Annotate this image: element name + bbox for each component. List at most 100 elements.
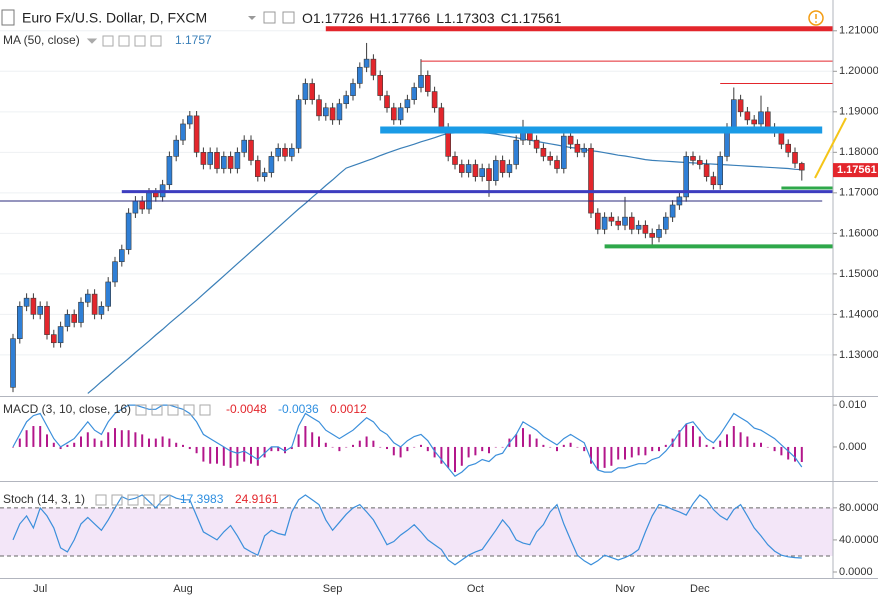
histogram-bar bbox=[161, 436, 164, 447]
close-icon[interactable] bbox=[167, 404, 179, 416]
histogram-bar bbox=[379, 446, 382, 448]
histogram-bar bbox=[236, 446, 239, 466]
y-tick-label: 1.16000 bbox=[839, 227, 878, 239]
histogram-bar bbox=[59, 446, 62, 450]
candle-body bbox=[703, 164, 710, 177]
x-tick-label: Oct bbox=[467, 583, 484, 595]
settings-icon[interactable] bbox=[282, 11, 295, 24]
histogram-bar bbox=[583, 446, 586, 452]
histogram-bar bbox=[651, 446, 654, 452]
add-icon[interactable] bbox=[143, 494, 155, 506]
candle-body bbox=[384, 95, 390, 109]
histogram-bar bbox=[719, 440, 722, 447]
histogram-bar bbox=[86, 432, 89, 447]
more-icon[interactable] bbox=[159, 494, 171, 506]
ohlc-legend: O1.17726 H1.17766 L1.17303 C1.17561 bbox=[302, 10, 562, 26]
histogram-bar bbox=[433, 446, 436, 458]
histogram-bar bbox=[154, 438, 157, 447]
histogram-bar bbox=[515, 434, 518, 447]
ma-legend-icons bbox=[86, 35, 162, 47]
price-tag bbox=[833, 163, 878, 178]
macd-legend-value: -0.0048 bbox=[226, 402, 267, 416]
settings-icon[interactable] bbox=[151, 404, 163, 416]
candle-body bbox=[302, 83, 309, 100]
more-icon[interactable] bbox=[150, 35, 162, 47]
eye-icon[interactable] bbox=[102, 35, 114, 47]
candle-body bbox=[227, 156, 234, 169]
settings-icon[interactable] bbox=[118, 35, 130, 47]
histogram-bar bbox=[488, 446, 490, 454]
histogram-bar bbox=[773, 446, 776, 452]
candle-body bbox=[377, 75, 384, 96]
histogram-bar bbox=[685, 423, 688, 447]
candle-body bbox=[255, 160, 261, 177]
candle-body bbox=[23, 297, 30, 307]
macd-legend-value: 0.0012 bbox=[330, 402, 367, 416]
histogram-bar bbox=[549, 446, 552, 448]
candle-body bbox=[418, 75, 424, 88]
histogram-bar bbox=[746, 436, 749, 447]
candle-body bbox=[173, 139, 179, 157]
y-tick-label: 1.13000 bbox=[839, 349, 878, 361]
histogram-bar bbox=[202, 446, 205, 462]
histogram-bar bbox=[726, 434, 728, 447]
candle-body bbox=[78, 301, 84, 323]
dropdown-icon[interactable] bbox=[248, 16, 256, 20]
histogram-bar bbox=[195, 446, 198, 454]
candle-body bbox=[30, 297, 37, 315]
price-tag-label: 1.17561 bbox=[837, 164, 877, 176]
histogram-bar bbox=[141, 434, 144, 447]
candle-body bbox=[139, 200, 145, 210]
candle-body bbox=[615, 220, 622, 226]
candle-body bbox=[431, 91, 438, 109]
y-tick-label: 1.18000 bbox=[839, 146, 878, 158]
ohlc-key: O bbox=[302, 10, 313, 26]
candle-body bbox=[214, 152, 220, 169]
histogram-bar bbox=[562, 444, 565, 447]
dropdown-icon[interactable] bbox=[86, 38, 98, 44]
candle-body bbox=[112, 261, 118, 283]
candle-body bbox=[656, 229, 662, 238]
alert-icon[interactable] bbox=[808, 10, 824, 26]
add-icon[interactable] bbox=[183, 404, 195, 416]
histogram-bar bbox=[705, 444, 708, 447]
candle-body bbox=[690, 156, 696, 161]
alert-icon-dot bbox=[815, 21, 817, 23]
close-icon[interactable] bbox=[127, 494, 139, 506]
candle-body bbox=[486, 168, 492, 181]
y-tick-label: 1.21000 bbox=[839, 25, 878, 37]
histogram-bar bbox=[739, 432, 742, 447]
histogram-bar bbox=[263, 446, 266, 458]
histogram-bar bbox=[692, 426, 694, 447]
candle-body bbox=[730, 99, 737, 129]
y-tick-label: 1.17000 bbox=[839, 187, 878, 199]
histogram-bar bbox=[467, 446, 470, 458]
y-tick-label: 1.19000 bbox=[839, 106, 878, 118]
candle-body bbox=[547, 156, 554, 161]
settings-icon[interactable] bbox=[111, 494, 123, 506]
eye-icon[interactable] bbox=[95, 494, 107, 506]
ma-value: 1.1757 bbox=[175, 33, 212, 47]
histogram-bar bbox=[80, 436, 82, 447]
candle-body bbox=[492, 160, 499, 181]
collapse-icon[interactable] bbox=[1, 9, 15, 26]
candle-body bbox=[282, 147, 288, 157]
more-icon[interactable] bbox=[199, 404, 211, 416]
histogram-bar bbox=[624, 446, 626, 460]
candle-body bbox=[50, 334, 57, 344]
eye-icon[interactable] bbox=[263, 11, 276, 24]
histogram-bar bbox=[209, 446, 212, 464]
candle-body bbox=[479, 168, 486, 177]
candle-body bbox=[581, 147, 588, 153]
eye-icon[interactable] bbox=[135, 404, 147, 416]
histogram-bar bbox=[93, 438, 96, 447]
add-icon[interactable] bbox=[134, 35, 146, 47]
candle-body bbox=[764, 111, 771, 129]
x-tick-label: Nov bbox=[615, 583, 635, 595]
candle-body bbox=[193, 115, 200, 153]
candle-body bbox=[499, 160, 506, 173]
histogram-bar bbox=[270, 446, 273, 452]
candle-body bbox=[261, 172, 268, 177]
candle-body bbox=[180, 123, 186, 141]
histogram-bar bbox=[182, 444, 184, 447]
